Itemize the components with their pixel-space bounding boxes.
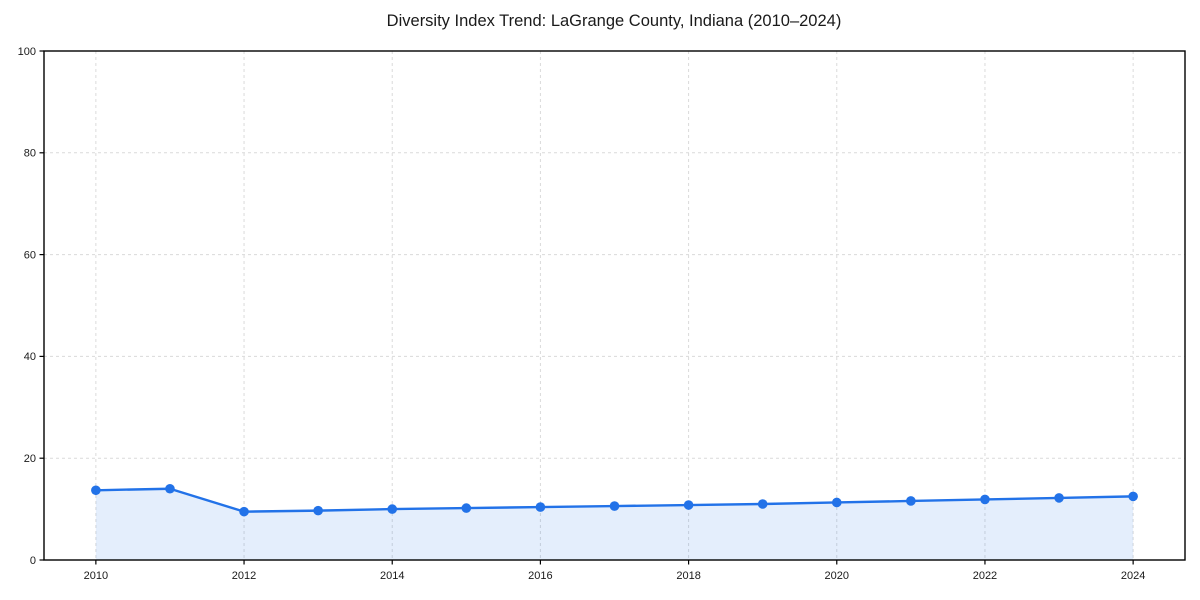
data-point-marker (461, 503, 472, 513)
data-point-marker (683, 500, 694, 510)
data-point-marker (313, 505, 323, 516)
data-point-marker (757, 499, 768, 509)
data-point-marker (980, 494, 990, 505)
x-tick-label: 2018 (676, 570, 700, 582)
x-tick-label: 2010 (84, 570, 108, 582)
data-point-marker (165, 483, 175, 494)
y-tick-label: 60 (24, 249, 36, 261)
data-point-marker (535, 502, 546, 512)
data-point-marker (1054, 493, 1064, 503)
y-tick-label: 100 (18, 46, 36, 58)
x-tick-label: 2014 (380, 570, 404, 582)
data-point-marker (239, 506, 249, 517)
data-point-marker (906, 496, 916, 506)
area-fill (95, 488, 1134, 560)
data-point-marker (91, 485, 101, 496)
x-tick-label: 2024 (1121, 570, 1145, 582)
x-tick-label: 2022 (973, 570, 997, 582)
x-tick-label: 2016 (528, 570, 552, 582)
plot-border (43, 50, 1186, 561)
data-point-marker (609, 501, 620, 511)
y-tick-label: 20 (24, 453, 36, 465)
data-point-marker (831, 497, 842, 508)
y-tick-label: 0 (30, 555, 36, 567)
data-point-marker (1128, 491, 1138, 502)
y-tick-label: 40 (24, 351, 36, 363)
data-point-marker (387, 504, 398, 514)
x-tick-label: 2012 (232, 570, 256, 582)
y-tick-label: 80 (24, 148, 36, 160)
chart-title: Diversity Index Trend: LaGrange County, … (386, 12, 842, 30)
x-tick-label: 2020 (825, 570, 849, 582)
